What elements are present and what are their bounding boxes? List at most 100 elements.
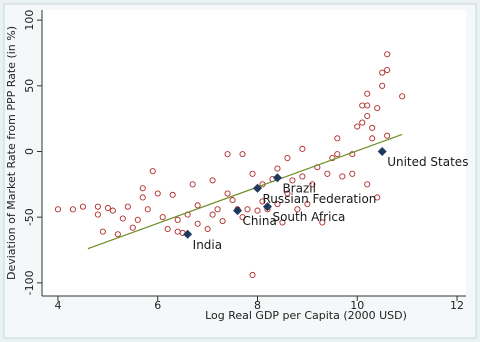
data-point	[284, 190, 291, 197]
data-point	[279, 219, 286, 226]
highlight-point	[272, 173, 282, 183]
data-point	[164, 225, 171, 233]
x-tick-label: 6	[154, 299, 161, 312]
data-point	[289, 177, 296, 184]
highlight-label: South Africa	[272, 210, 345, 224]
data-point	[194, 220, 201, 227]
data-point	[299, 145, 306, 152]
data-point	[299, 173, 306, 180]
data-point	[274, 200, 281, 208]
data-point	[359, 119, 366, 126]
highlight-label: China	[243, 214, 277, 228]
data-point	[399, 93, 406, 100]
data-point	[384, 51, 391, 58]
data-point	[174, 216, 181, 223]
x-tick-label: 8	[254, 299, 261, 312]
plot-area	[42, 10, 466, 296]
data-point	[189, 181, 196, 188]
data-point	[219, 218, 226, 225]
highlight-point	[377, 146, 387, 156]
data-point	[104, 204, 111, 212]
data-point	[284, 155, 291, 162]
data-point	[94, 211, 101, 218]
data-point	[114, 231, 121, 238]
data-point	[319, 219, 326, 226]
data-point	[109, 207, 116, 214]
data-point	[204, 225, 211, 233]
data-point	[249, 170, 256, 177]
data-point	[354, 123, 361, 130]
data-point	[364, 90, 371, 97]
data-point	[194, 202, 201, 209]
y-tick-label: 0	[23, 148, 36, 155]
data-point	[69, 206, 76, 213]
data-point	[309, 181, 316, 188]
data-point	[364, 112, 371, 120]
highlight-label: Brazil	[282, 181, 316, 195]
highlight-label: India	[193, 238, 222, 252]
data-point	[144, 206, 151, 213]
highlight-point	[183, 229, 193, 239]
data-point	[379, 82, 386, 89]
data-point	[384, 66, 391, 74]
x-tick-label: 4	[54, 299, 61, 312]
highlight-label: United States	[387, 155, 468, 169]
y-tick-label: 100	[23, 10, 36, 31]
data-point	[209, 211, 216, 218]
data-point	[364, 181, 371, 188]
data-point	[239, 214, 246, 221]
data-point	[244, 206, 251, 213]
data-point	[339, 173, 346, 180]
highlight-point	[252, 183, 262, 193]
data-point	[259, 198, 266, 205]
x-tick-label: 10	[350, 299, 364, 312]
data-point	[154, 190, 161, 197]
highlight-point	[262, 202, 272, 212]
data-point	[139, 194, 146, 201]
data-point	[224, 151, 231, 158]
data-point	[334, 135, 341, 142]
data-point	[79, 203, 86, 210]
data-point	[374, 194, 381, 201]
data-point	[169, 191, 176, 198]
data-point	[94, 203, 101, 210]
data-point	[384, 132, 391, 139]
data-point	[134, 216, 141, 223]
y-tick-label: 50	[23, 79, 36, 93]
data-point	[124, 203, 131, 210]
data-point	[129, 224, 136, 231]
y-tick-label: -100	[23, 270, 36, 295]
highlight-label: Russian Federation	[262, 192, 376, 206]
data-point	[334, 151, 341, 158]
x-tick-label: 12	[450, 299, 464, 312]
data-point	[159, 214, 166, 221]
y-axis-label: Deviation of Market Rate from PPP Rate (…	[5, 26, 18, 280]
highlight-point	[233, 206, 243, 216]
data-point	[224, 190, 231, 197]
data-point	[239, 151, 246, 158]
data-point	[119, 215, 126, 222]
data-point	[294, 206, 301, 213]
data-point	[209, 177, 216, 184]
data-point	[369, 124, 376, 131]
data-point	[249, 271, 256, 279]
y-tick-label: -50	[23, 208, 36, 226]
data-point	[324, 170, 331, 177]
fit-line	[87, 133, 403, 250]
data-point	[364, 102, 371, 109]
data-point	[374, 105, 381, 112]
data-point	[274, 165, 281, 172]
data-point	[304, 200, 311, 208]
data-point	[379, 69, 386, 76]
data-point	[349, 170, 356, 177]
data-point	[149, 168, 156, 175]
data-point	[214, 206, 221, 213]
data-point	[229, 197, 236, 204]
data-point	[139, 185, 146, 192]
data-point	[99, 228, 106, 235]
data-point	[254, 207, 261, 214]
data-point	[329, 155, 336, 162]
data-point	[54, 206, 62, 213]
x-axis-label: Log Real GDP per Capita (2000 USD)	[205, 309, 407, 322]
